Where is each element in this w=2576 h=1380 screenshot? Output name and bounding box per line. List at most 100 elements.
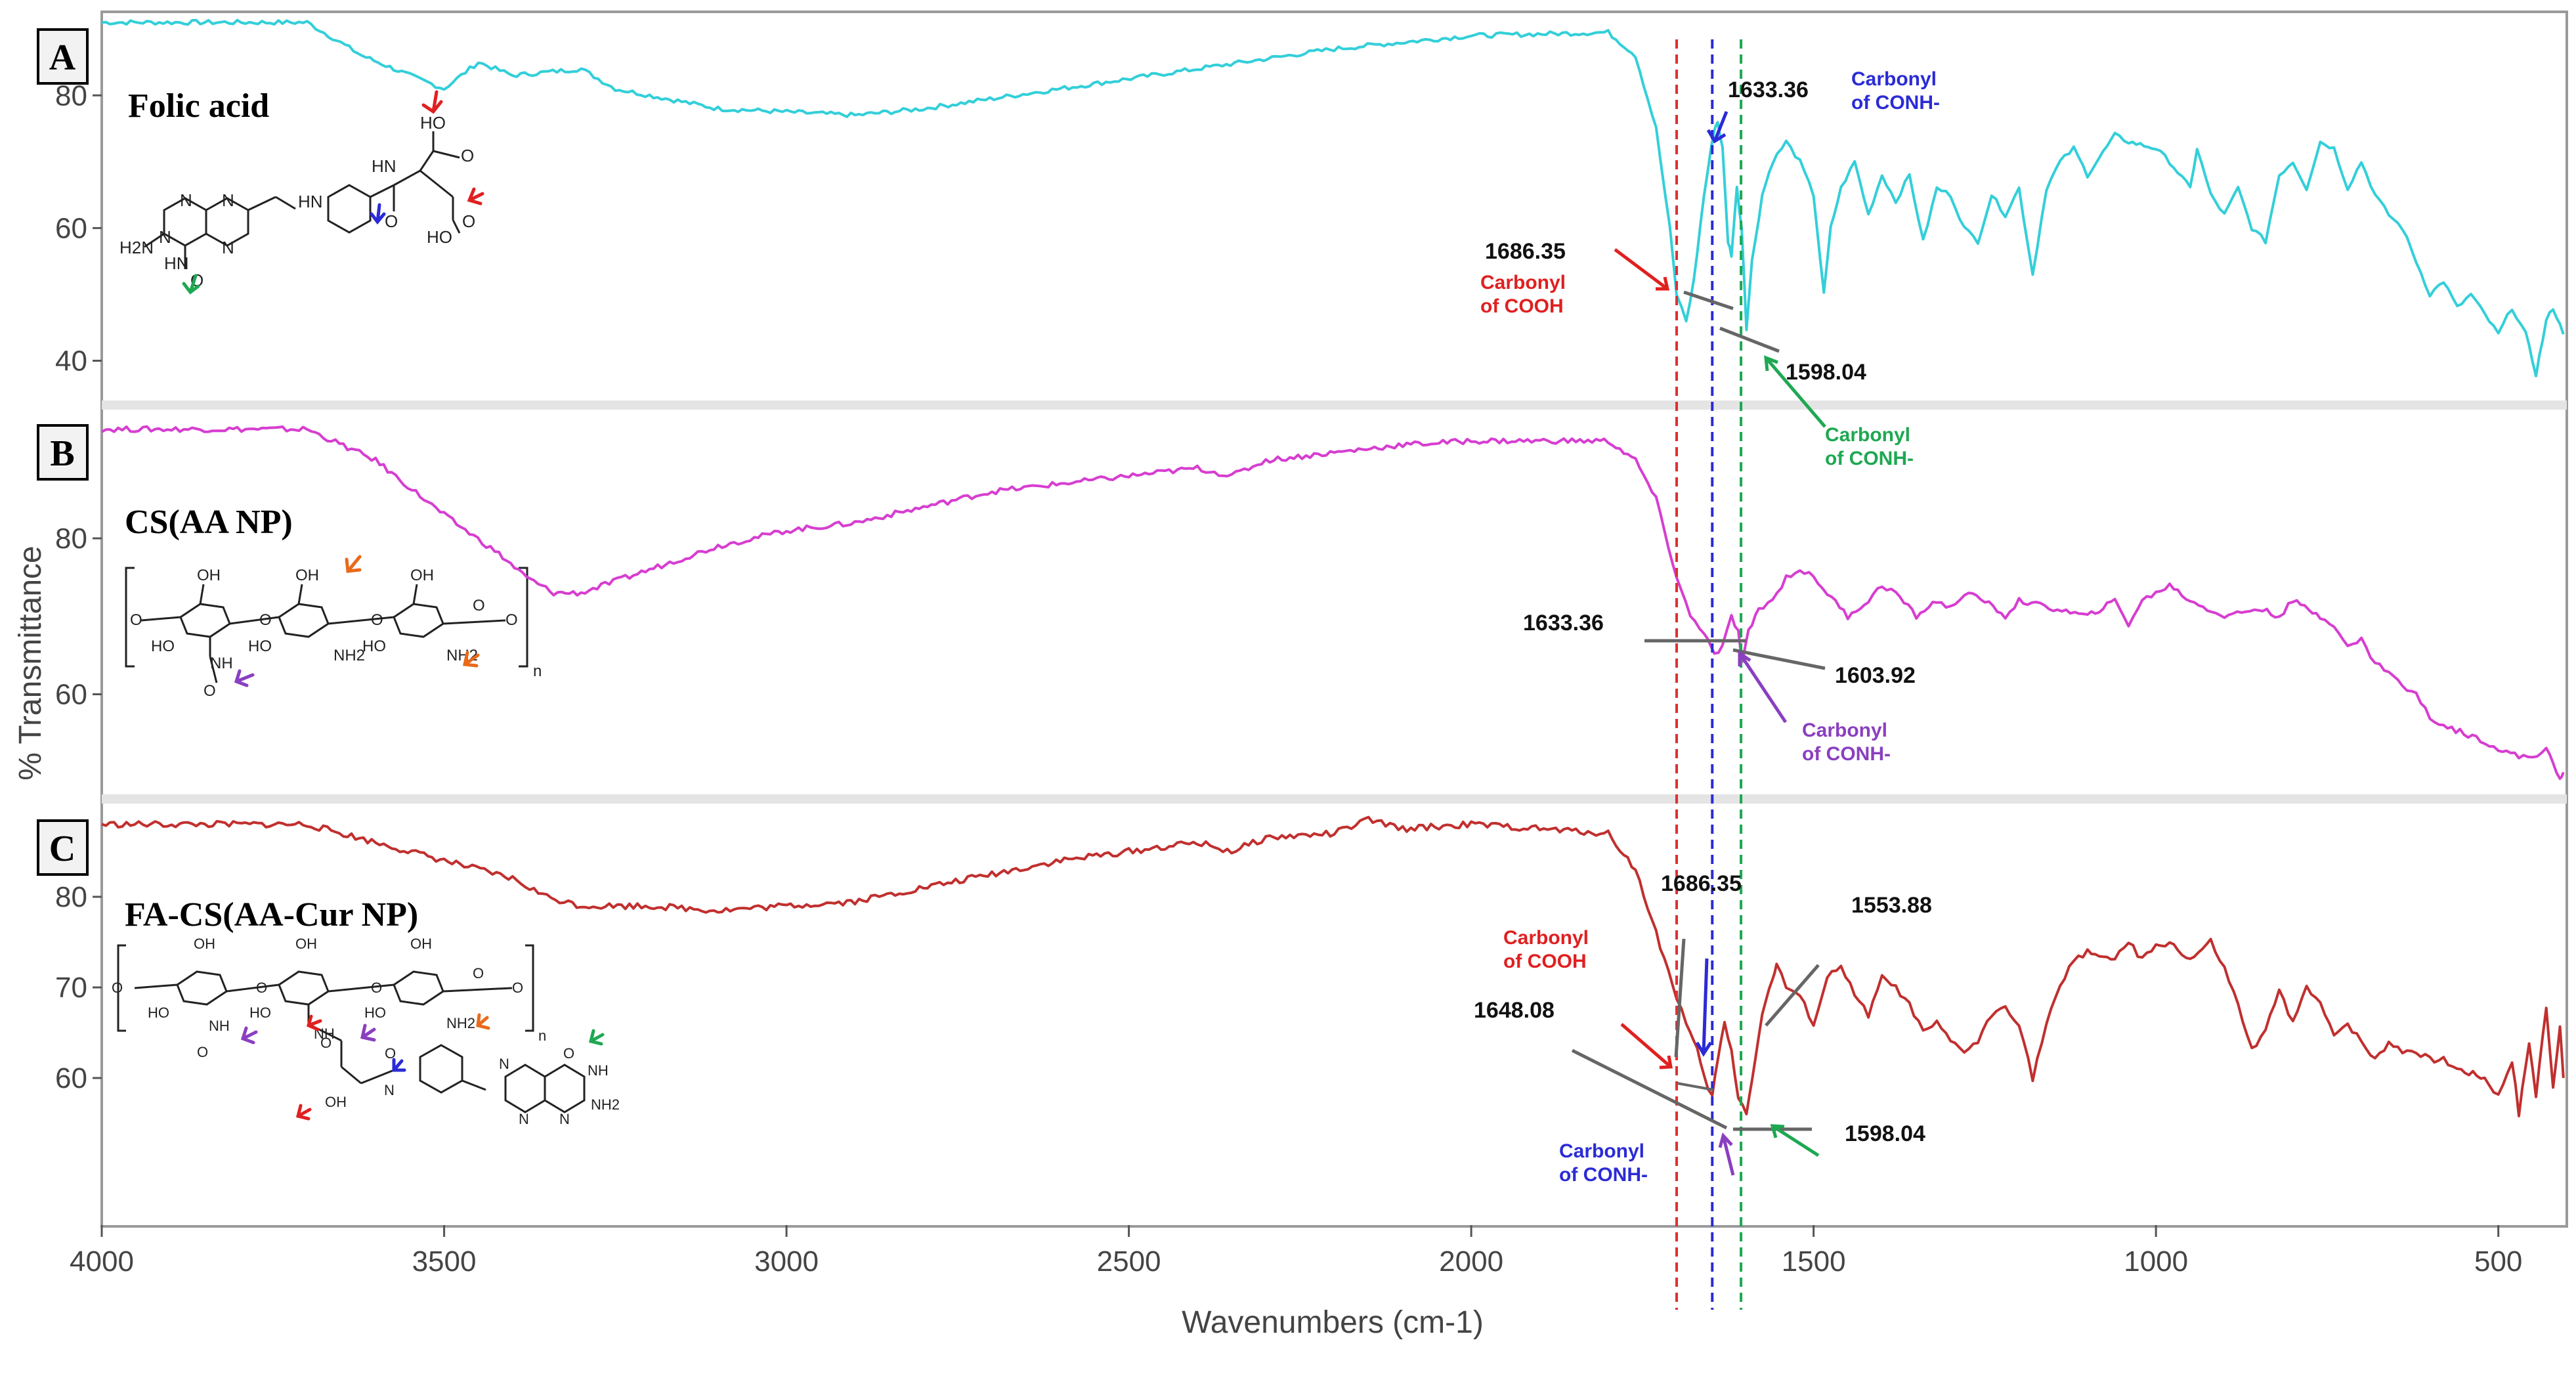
svg-text:O: O: [563, 1045, 574, 1062]
annotations-b: 1633.36 1603.92 Carbonyl of CONH-: [1523, 611, 1916, 765]
plot-frame: [100, 11, 2568, 1228]
svg-text:HN: HN: [298, 192, 323, 211]
group-label-a-conh-blue: Carbonyl of CONH-: [1851, 68, 1940, 114]
structure-conjugate: [117, 944, 586, 1113]
spectrum-b: [101, 425, 2565, 781]
panel-b-letter: B: [37, 424, 89, 481]
x-tick-label: 1500: [1782, 1245, 1846, 1278]
peak-label-a-1633: 1633.36: [1728, 77, 1809, 102]
svg-text:OH: OH: [194, 936, 215, 952]
peak-label-b-1633: 1633.36: [1523, 611, 1604, 636]
y-tick-label: 80: [55, 79, 87, 112]
svg-text:n: n: [538, 1027, 546, 1044]
svg-text:n: n: [533, 662, 542, 680]
svg-text:N: N: [222, 238, 234, 257]
sample-name-c: FA-CS(AA-Cur NP): [125, 896, 418, 934]
svg-text:O: O: [371, 980, 382, 996]
svg-text:H2N: H2N: [119, 238, 154, 257]
y-tick-label: 60: [55, 1062, 87, 1094]
structure-arrows: [182, 90, 605, 1121]
group-label-c-conh: Carbonyl of CONH-: [1559, 1140, 1648, 1186]
svg-text:OH: OH: [295, 567, 319, 584]
svg-text:N: N: [180, 190, 192, 210]
svg-text:HO: HO: [151, 637, 175, 655]
spectrum-c: [101, 815, 2565, 1117]
svg-text:NH: NH: [588, 1062, 609, 1079]
svg-text:NH2: NH2: [333, 647, 365, 664]
group-label-c-cooh: Carbonyl of COOH: [1503, 927, 1589, 972]
svg-text:HO: HO: [248, 637, 272, 655]
x-tick-label: 2500: [1097, 1245, 1161, 1278]
svg-text:OH: OH: [325, 1094, 347, 1110]
group-label-b-conh: Carbonyl of CONH-: [1802, 720, 1891, 765]
peak-label-c-1598: 1598.04: [1845, 1121, 1925, 1146]
svg-text:NH: NH: [210, 655, 233, 672]
svg-text:HO: HO: [148, 1004, 169, 1021]
svg-text:NH: NH: [209, 1018, 230, 1034]
structure-conjugate-labels: OH OH OH O HO O HO O HO O O NH NH NH2 O …: [112, 936, 620, 1127]
svg-text:NH2: NH2: [446, 647, 478, 664]
peak-label-a-1686: 1686.35: [1485, 239, 1566, 264]
panel-c-letter: C: [37, 819, 89, 876]
x-tick-label: 4000: [70, 1245, 134, 1278]
peak-label-c-1686: 1686.35: [1661, 871, 1742, 896]
y-tick-label: 80: [55, 881, 87, 913]
structure-chitosan-labels: OH OH OH O HO O HO O HO O O NH NH2 NH2 O…: [130, 567, 542, 700]
x-tick-label: 500: [2474, 1245, 2522, 1278]
svg-text:O: O: [204, 682, 216, 700]
svg-text:C: C: [49, 829, 75, 869]
spectra: [101, 18, 2565, 1117]
svg-text:O: O: [473, 597, 485, 615]
peak-label-c-1648: 1648.08: [1474, 998, 1555, 1023]
structure-folic-acid-labels: HO O HN HN O HO O H2N N N N N HN O: [119, 113, 475, 290]
x-axis-title: Wavenumbers (cm-1): [1182, 1305, 1484, 1340]
annotations-a: 1633.36 1686.35 1598.04 Carbonyl of CONH-…: [1480, 68, 1940, 469]
svg-text:O: O: [385, 211, 398, 231]
svg-text:O: O: [371, 611, 383, 629]
svg-text:O: O: [385, 1045, 396, 1062]
svg-text:OH: OH: [295, 936, 317, 952]
svg-text:HN: HN: [372, 156, 397, 176]
svg-text:NH2: NH2: [446, 1015, 475, 1031]
y-tick-label: 40: [55, 345, 87, 377]
svg-text:N: N: [559, 1111, 570, 1127]
svg-text:O: O: [112, 980, 123, 996]
reference-lines: [1675, 39, 1743, 1310]
y-tick-label: 60: [55, 212, 87, 244]
svg-text:OH: OH: [410, 936, 432, 952]
y-tick-label: 70: [55, 972, 87, 1004]
x-axis: 4000 3500 3000 2500 2000 1500 1000 500: [70, 1225, 2522, 1278]
x-tick-label: 3000: [754, 1245, 819, 1278]
svg-text:OH: OH: [410, 567, 434, 584]
structure-chitosan: [125, 567, 528, 683]
svg-text:N: N: [499, 1056, 509, 1072]
svg-text:O: O: [473, 965, 484, 981]
peak-label-b-1603: 1603.92: [1835, 663, 1916, 688]
svg-text:NH2: NH2: [591, 1096, 620, 1113]
svg-text:HO: HO: [249, 1004, 271, 1021]
svg-text:O: O: [197, 1044, 208, 1060]
y-tick-label: 80: [55, 523, 87, 555]
peak-label-c-1553: 1553.88: [1851, 893, 1932, 918]
svg-text:OH: OH: [197, 567, 221, 584]
svg-text:O: O: [259, 611, 272, 629]
svg-text:A: A: [49, 37, 76, 78]
svg-text:O: O: [256, 980, 267, 996]
svg-text:N: N: [384, 1082, 395, 1098]
group-label-a-cooh: Carbonyl of COOH: [1480, 272, 1566, 317]
sample-name-a: Folic acid: [128, 87, 269, 125]
svg-text:N: N: [222, 190, 234, 210]
svg-text:N: N: [159, 227, 171, 247]
sample-name-b: CS(AA NP): [125, 504, 293, 541]
panel-separator-bc: [102, 794, 2567, 804]
x-tick-label: 3500: [412, 1245, 477, 1278]
panel-separator-ab: [102, 400, 2567, 410]
svg-text:O: O: [320, 1035, 332, 1051]
group-label-a-conh-green: Carbonyl of CONH-: [1825, 424, 1914, 469]
svg-text:B: B: [50, 433, 74, 474]
annotations-c: 1686.35 1553.88 1648.08 1598.04 Carbonyl…: [1474, 871, 1932, 1186]
svg-text:O: O: [505, 611, 518, 629]
x-tick-label: 1000: [2124, 1245, 2188, 1278]
svg-text:O: O: [130, 611, 142, 629]
